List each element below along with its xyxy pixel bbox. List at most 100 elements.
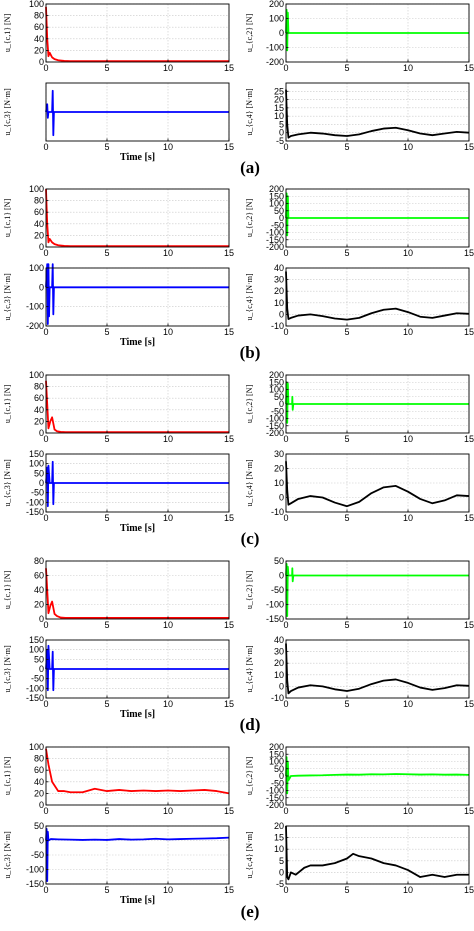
subplot-b-2: 0 5 10 15-200-150-100-50050100150200u_{c,2}… — [245, 184, 474, 258]
y-tick-label: 10 — [274, 111, 284, 121]
y-tick-label: 80 — [34, 382, 44, 392]
series-line — [285, 563, 469, 617]
y-tick-label: 80 — [34, 754, 44, 764]
series-line — [285, 8, 469, 52]
y-tick-label: -50 — [271, 778, 284, 788]
y-axis-label: u_{c,4} [N·m] — [245, 831, 254, 879]
x-tick-label: 15 — [464, 513, 474, 523]
x-tick-label: 5 — [344, 142, 349, 152]
x-tick-label: 15 — [224, 806, 234, 816]
y-tick-label: 0 — [39, 428, 44, 438]
x-tick-label: 0 — [43, 248, 48, 258]
y-tick-label: -100 — [266, 228, 284, 238]
y-tick-label: 0 — [279, 681, 284, 691]
y-tick-label: 100 — [29, 742, 44, 752]
subplot-e-3: 0 5 10 15 -150 -100 -50 0 50 u_{c,3} [N·m] Time [s… — [3, 821, 234, 906]
x-tick-label: 10 — [403, 63, 413, 73]
x-tick-label: 10 — [163, 699, 173, 709]
axes-frame — [285, 82, 470, 142]
y-tick-label: 50 — [274, 392, 284, 402]
y-tick-label: 20 — [34, 230, 44, 240]
x-tick-label: 15 — [464, 434, 474, 444]
x-tick-label: 0 — [43, 885, 48, 895]
x-tick-label: 10 — [403, 142, 413, 152]
y-tick-label: -10 — [271, 321, 284, 331]
y-tick-label: 80 — [34, 196, 44, 206]
y-tick-label: 40 — [34, 34, 44, 44]
y-tick-label: 200 — [269, 370, 284, 380]
x-axis-label: Time [s] — [120, 895, 155, 906]
y-tick-label: -200 — [266, 800, 284, 810]
y-tick-label: 40 — [274, 635, 284, 645]
x-tick-label: 0 — [283, 806, 288, 816]
y-tick-label: 100 — [269, 757, 284, 767]
x-tick-label: 5 — [344, 620, 349, 630]
y-tick-label: 150 — [269, 377, 284, 387]
series-line — [285, 756, 470, 795]
y-tick-label: 5 — [279, 856, 284, 866]
y-axis-label: u_{c,1} [N] — [3, 571, 12, 610]
y-tick-label: -5 — [276, 136, 284, 146]
y-tick-label: 150 — [29, 635, 44, 645]
y-tick-label: 30 — [274, 449, 284, 459]
y-tick-label: 20 — [274, 95, 284, 105]
series-line — [45, 380, 229, 434]
x-tick-label: 10 — [403, 513, 413, 523]
x-tick-label: 10 — [163, 248, 173, 258]
x-tick-label: 15 — [464, 327, 474, 337]
x-tick-label: 0 — [43, 699, 48, 709]
y-tick-label: 0 — [39, 664, 44, 674]
x-tick-label: 0 — [283, 63, 288, 73]
y-tick-label: 100 — [29, 370, 44, 380]
y-axis-label: u_{c,1} [N] — [3, 385, 12, 424]
series-line — [285, 461, 470, 508]
x-tick-label: 15 — [224, 434, 234, 444]
y-tick-label: 0 — [279, 771, 284, 781]
y-tick-label: 200 — [269, 184, 284, 194]
y-tick-label: 50 — [274, 764, 284, 774]
x-tick-label: 0 — [283, 885, 288, 895]
x-tick-label: 5 — [104, 699, 109, 709]
y-tick-label: -50 — [31, 488, 44, 498]
x-tick-label: 10 — [403, 620, 413, 630]
y-tick-label: 20 — [274, 658, 284, 668]
y-tick-label: 0 — [279, 493, 284, 503]
x-tick-label: 10 — [163, 513, 173, 523]
axes-frame — [285, 267, 470, 327]
y-tick-label: 50 — [34, 468, 44, 478]
x-tick-label: 0 — [283, 142, 288, 152]
x-tick-label: 10 — [403, 885, 413, 895]
x-tick-label: 0 — [283, 620, 288, 630]
y-tick-label: -100 — [266, 414, 284, 424]
subplot-d-2: 0 5 10 15 -150 -100 -50 0 50 u_{c,2} [N] — [245, 556, 474, 630]
x-tick-label: 5 — [104, 142, 109, 152]
x-tick-label: 5 — [104, 885, 109, 895]
y-axis-label: u_{c,1} [N] — [3, 199, 12, 238]
subplot-d-1: 0 5 10 15 0 20 40 60 80 u_{c,1} [N] — [3, 556, 234, 630]
y-tick-label: 0 — [279, 571, 284, 581]
y-axis-label: u_{c,2} [N] — [245, 14, 254, 53]
y-axis-label: u_{c,2} [N] — [245, 385, 254, 424]
panel-label: (d) — [240, 715, 261, 734]
y-tick-label: 0 — [39, 614, 44, 624]
x-tick-label: 0 — [43, 327, 48, 337]
x-axis-label: Time [s] — [120, 337, 155, 348]
plot-area — [286, 826, 469, 884]
x-tick-label: 15 — [224, 142, 234, 152]
series-line — [45, 748, 230, 795]
y-tick-label: 200 — [269, 742, 284, 752]
series-line — [45, 89, 229, 137]
y-tick-label: 15 — [274, 833, 284, 843]
y-axis-label: u_{c,4} [N·m] — [245, 459, 254, 507]
x-tick-label: 5 — [344, 885, 349, 895]
y-tick-label: -100 — [26, 683, 44, 693]
y-tick-label: 10 — [274, 478, 284, 488]
x-tick-label: 15 — [464, 248, 474, 258]
x-tick-label: 15 — [224, 699, 234, 709]
series-line — [45, 6, 229, 63]
